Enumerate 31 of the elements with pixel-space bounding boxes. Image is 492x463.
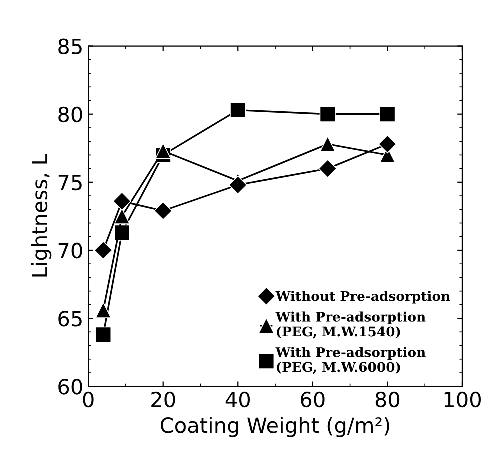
point bbox=[94, 241, 113, 260]
point bbox=[318, 160, 338, 178]
point bbox=[380, 106, 396, 122]
x-tick-label: 60 bbox=[301, 392, 325, 408]
x-tick-label: 100 bbox=[444, 392, 481, 408]
x-tick-label: 0 bbox=[83, 392, 94, 408]
x-axis-title: Coating Weight (g/m²) bbox=[160, 417, 390, 438]
point bbox=[95, 326, 112, 343]
legend-label: With Pre-adsorption (PEG, M.W.6000) bbox=[276, 347, 426, 374]
point bbox=[95, 302, 112, 318]
point bbox=[320, 106, 336, 122]
legend-label: With Pre-adsorption (PEG, M.W.1540) bbox=[276, 312, 426, 339]
y-axis-title: Lightness, L bbox=[31, 154, 52, 277]
point bbox=[378, 135, 397, 154]
point bbox=[155, 143, 172, 160]
x-tick-label: 80 bbox=[376, 392, 400, 408]
y-tick-label: 65 bbox=[58, 310, 82, 327]
point bbox=[230, 102, 246, 118]
x-tick-label: 20 bbox=[152, 392, 176, 408]
y-tick-label: 80 bbox=[58, 106, 82, 123]
point bbox=[112, 192, 132, 211]
point bbox=[154, 202, 173, 220]
point bbox=[228, 176, 248, 194]
point bbox=[114, 224, 130, 241]
x-tick-label: 40 bbox=[226, 392, 250, 408]
y-tick-label: 85 bbox=[58, 38, 82, 55]
point bbox=[320, 136, 336, 152]
y-tick-label: 75 bbox=[58, 175, 82, 191]
legend-label: Without Pre-adsorption bbox=[276, 291, 450, 304]
y-tick-label: 70 bbox=[58, 242, 82, 259]
y-tick-label: 60 bbox=[58, 379, 82, 395]
